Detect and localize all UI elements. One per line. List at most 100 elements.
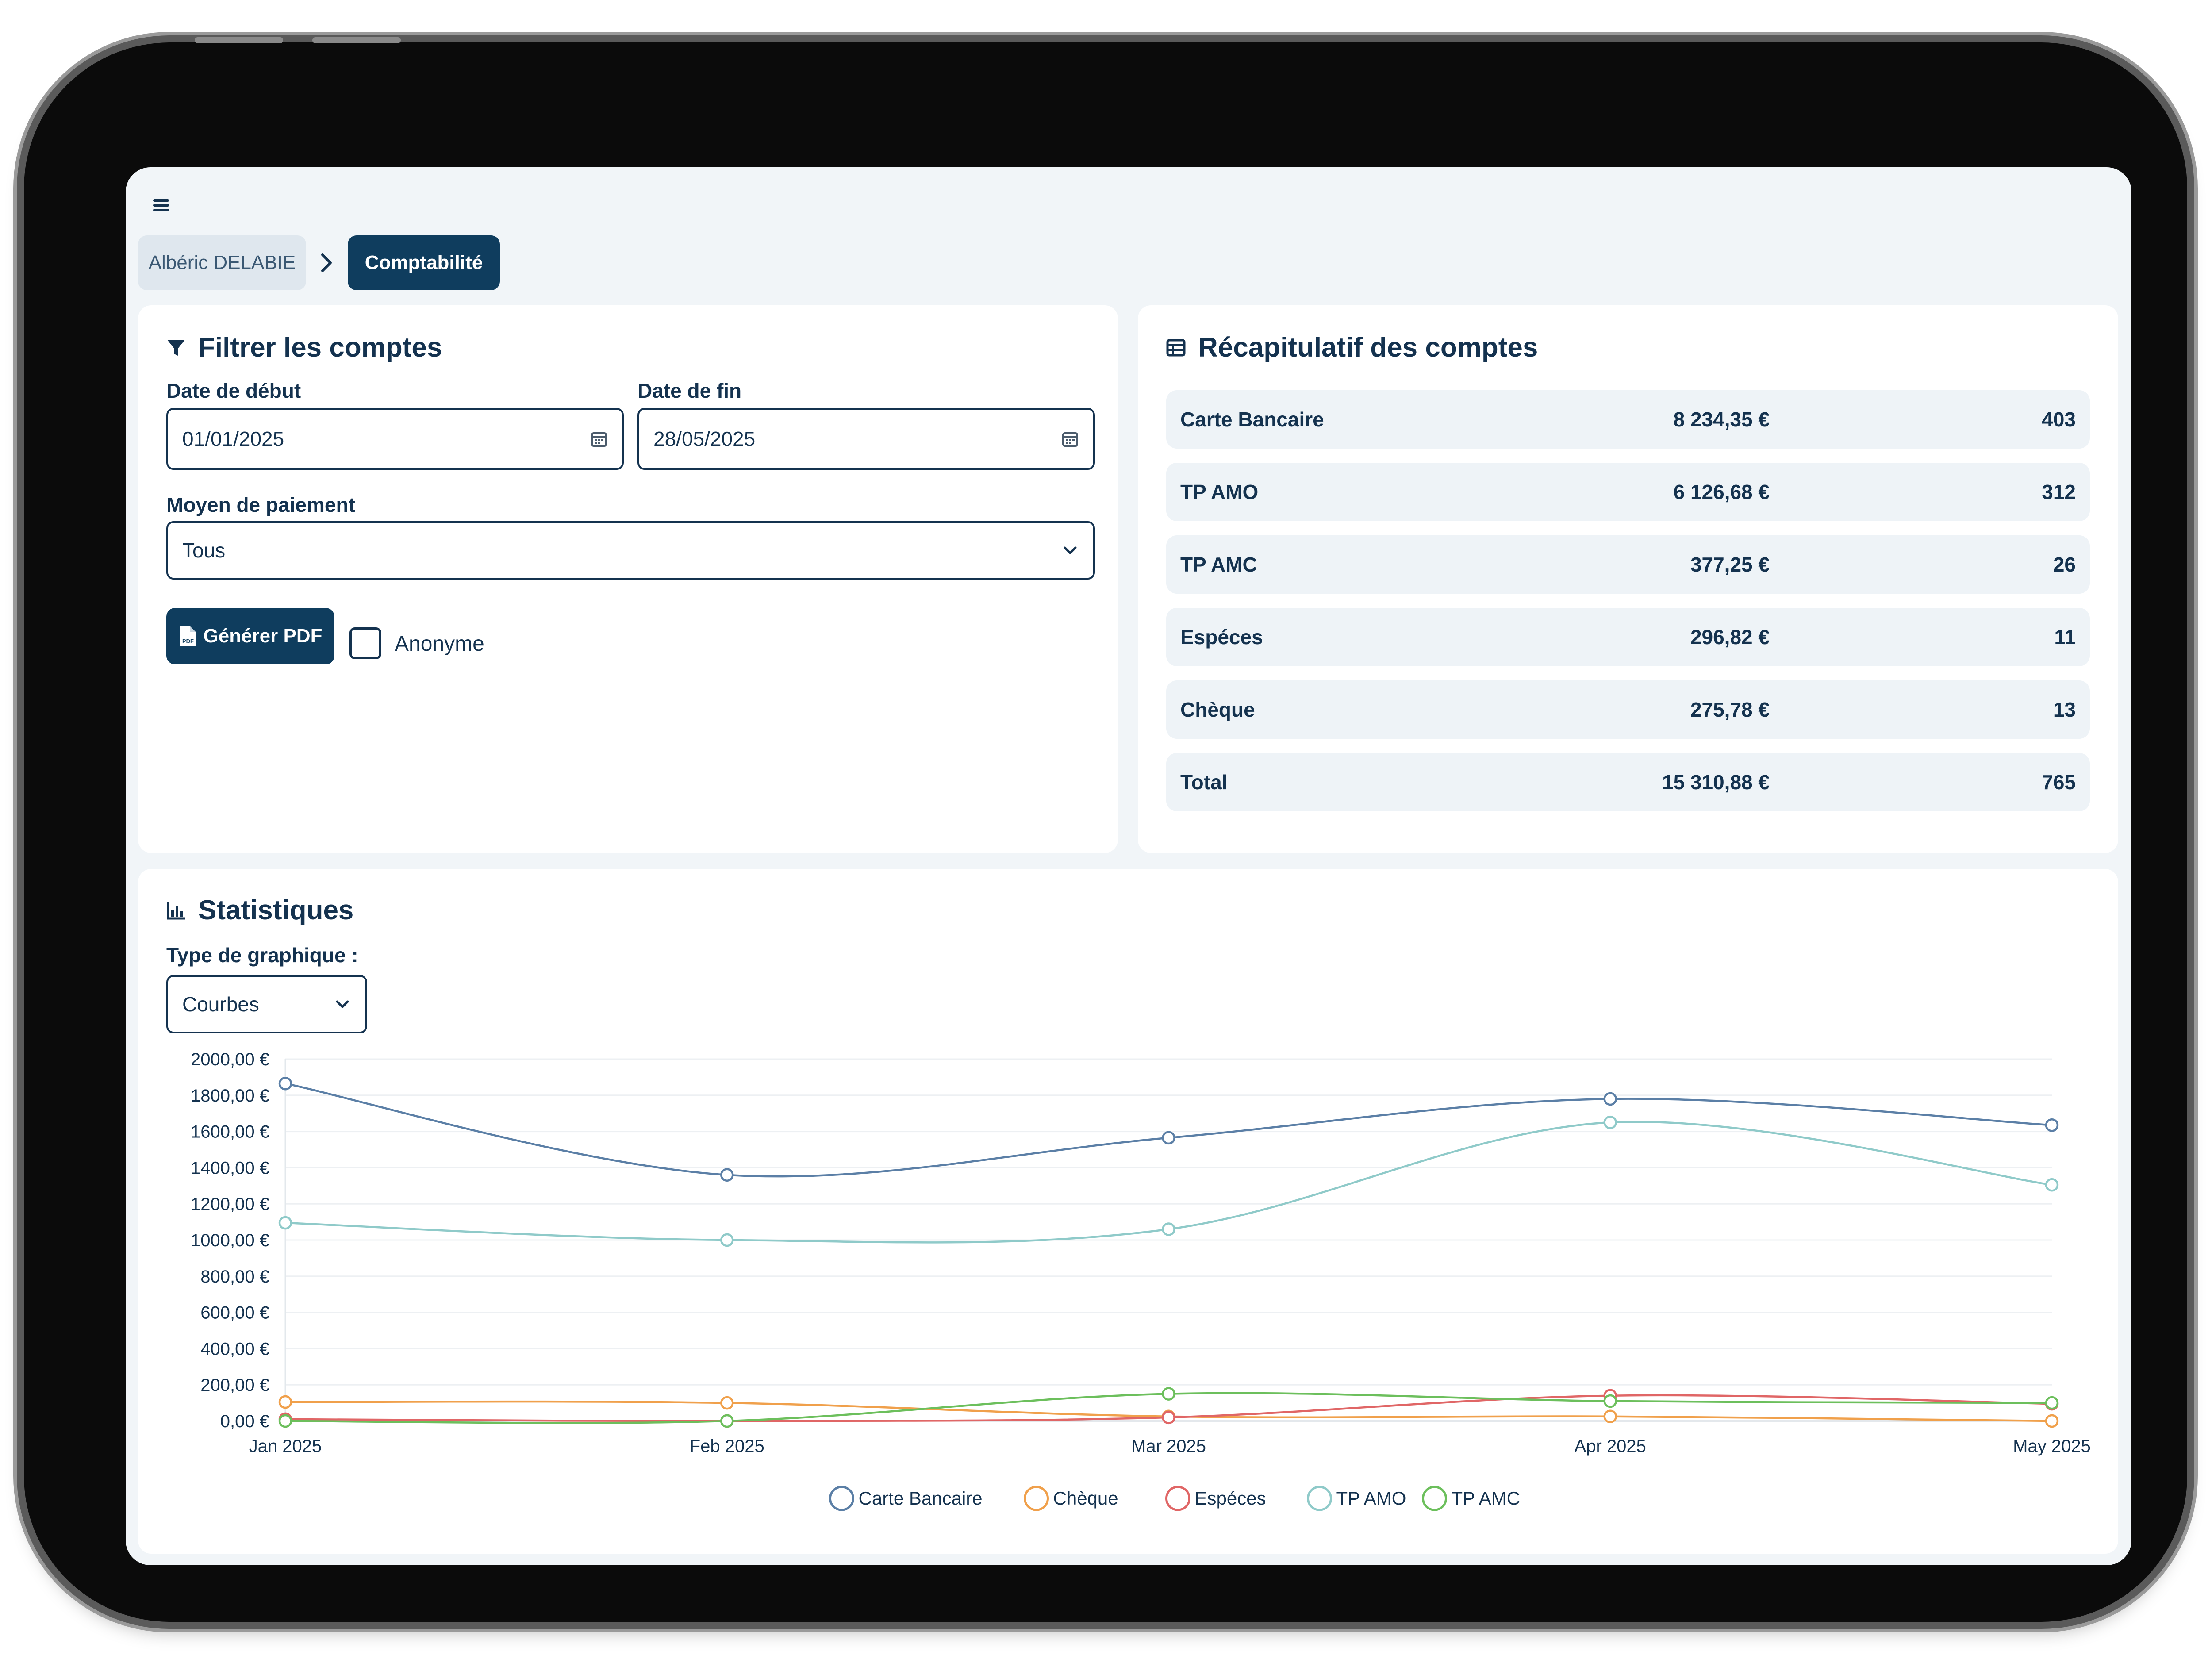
summary-row: Carte Bancaire 8 234,35 € 403 xyxy=(1166,390,2090,449)
table-icon xyxy=(1166,339,1186,356)
summary-total-amount: 15 310,88 € xyxy=(1662,771,1770,794)
summary-row-name: TP AMO xyxy=(1180,480,1259,503)
y-tick-label: 1000,00 € xyxy=(191,1231,269,1250)
line-chart: 0,00 € 200,00 € 400,00 € 600,00 € 800,00 € 10… xyxy=(191,1050,2091,1511)
tablet-frame: Albéric DELABIE Comptabilité Filtrer les… xyxy=(24,42,2187,1622)
summary-row-amount: 8 234,35 € xyxy=(1673,408,1770,431)
data-point xyxy=(278,1216,292,1230)
summary-row-name: Espéces xyxy=(1180,626,1263,649)
stats-card: Statistiques Type de graphique : Courbes… xyxy=(138,869,2118,1554)
filter-icon xyxy=(167,339,185,356)
stats-title-text: Statistiques xyxy=(198,895,354,926)
end-date-label: Date de fin xyxy=(637,379,742,402)
legend-swatch xyxy=(1307,1486,1332,1511)
chevron-right-icon xyxy=(321,253,332,272)
x-tick-label: Mar 2025 xyxy=(1131,1436,1206,1456)
data-point xyxy=(1162,1387,1175,1401)
start-date-field[interactable]: 01/01/2025 xyxy=(166,408,624,470)
calendar-icon[interactable] xyxy=(590,430,608,448)
data-point xyxy=(720,1168,734,1182)
x-tick-label: Jan 2025 xyxy=(249,1436,322,1456)
summary-title: Récapitulatif des comptes xyxy=(1166,332,1538,363)
summary-row: Espéces 296,82 € 11 xyxy=(1166,608,2090,666)
svg-text:PDF: PDF xyxy=(182,638,194,645)
generate-pdf-label: Générer PDF xyxy=(203,625,323,647)
summary-title-text: Récapitulatif des comptes xyxy=(1198,332,1538,363)
payment-method-value: Tous xyxy=(182,539,226,562)
data-point xyxy=(2045,1118,2059,1132)
y-tick-label: 200,00 € xyxy=(200,1375,269,1395)
data-point xyxy=(278,1395,292,1409)
data-point xyxy=(1162,1222,1175,1236)
app-screen: Albéric DELABIE Comptabilité Filtrer les… xyxy=(126,167,2131,1565)
data-point xyxy=(2045,1414,2059,1428)
data-point xyxy=(720,1396,734,1410)
legend-label: Chèque xyxy=(1053,1488,1118,1509)
end-date-value: 28/05/2025 xyxy=(653,427,756,450)
summary-row-count: 13 xyxy=(2053,698,2076,721)
summary-row-name: Chèque xyxy=(1180,698,1255,721)
y-tick-label: 1400,00 € xyxy=(191,1158,269,1178)
chart-type-value: Courbes xyxy=(182,993,259,1016)
hamburger-icon[interactable] xyxy=(151,196,171,214)
summary-total-name: Total xyxy=(1180,771,1228,794)
data-point xyxy=(1603,1092,1617,1106)
x-tick-label: Apr 2025 xyxy=(1575,1436,1646,1456)
legend-swatch xyxy=(1024,1486,1049,1511)
summary-row: TP AMO 6 126,68 € 312 xyxy=(1166,463,2090,521)
summary-row-amount: 296,82 € xyxy=(1690,626,1770,649)
y-tick-label: 1200,00 € xyxy=(191,1194,269,1214)
summary-total-row: Total 15 310,88 € 765 xyxy=(1166,753,2090,811)
chevron-down-icon xyxy=(336,1000,349,1008)
legend-swatch xyxy=(1422,1486,1447,1511)
legend-label: Carte Bancaire xyxy=(859,1488,983,1509)
bar-chart-icon xyxy=(167,902,185,919)
breadcrumb-patient[interactable]: Albéric DELABIE xyxy=(138,235,306,290)
data-point xyxy=(2045,1396,2059,1410)
y-tick-label: 0,00 € xyxy=(220,1412,269,1431)
calendar-icon[interactable] xyxy=(1061,430,1079,448)
filter-title-text: Filtrer les comptes xyxy=(198,332,442,363)
summary-total-count: 765 xyxy=(2042,771,2076,794)
start-date-label: Date de début xyxy=(166,379,301,402)
legend-swatch xyxy=(829,1486,854,1511)
summary-row: Chèque 275,78 € 13 xyxy=(1166,680,2090,739)
filter-card: Filtrer les comptes Date de début 01/01/… xyxy=(138,305,1118,853)
x-tick-label: Feb 2025 xyxy=(690,1436,764,1456)
summary-row-amount: 275,78 € xyxy=(1690,698,1770,721)
data-point xyxy=(720,1414,734,1428)
y-tick-label: 600,00 € xyxy=(200,1303,269,1323)
chart-type-select[interactable]: Courbes xyxy=(166,975,367,1033)
end-date-field[interactable]: 28/05/2025 xyxy=(637,408,1095,470)
data-point xyxy=(278,1414,292,1428)
summary-row-name: Carte Bancaire xyxy=(1180,408,1324,431)
start-date-value: 01/01/2025 xyxy=(182,427,284,450)
y-tick-label: 2000,00 € xyxy=(191,1050,269,1069)
stats-title: Statistiques xyxy=(166,895,353,926)
breadcrumb-comptabilite[interactable]: Comptabilité xyxy=(348,235,500,290)
summary-card: Récapitulatif des comptes Carte Bancaire… xyxy=(1138,305,2118,853)
y-tick-label: 400,00 € xyxy=(200,1339,269,1359)
power-button xyxy=(312,37,401,43)
y-tick-label: 800,00 € xyxy=(200,1267,269,1286)
anonyme-label: Anonyme xyxy=(395,632,484,656)
series-line xyxy=(285,1083,2052,1178)
summary-row-count: 312 xyxy=(2042,480,2076,503)
y-tick-label: 1800,00 € xyxy=(191,1086,269,1106)
data-point xyxy=(2045,1178,2059,1192)
y-tick-label: 1600,00 € xyxy=(191,1122,269,1142)
anonyme-checkbox[interactable] xyxy=(349,627,381,659)
data-point xyxy=(720,1233,734,1247)
chart-type-label: Type de graphique : xyxy=(166,944,358,967)
filter-title: Filtrer les comptes xyxy=(166,332,442,363)
data-point xyxy=(1603,1409,1617,1424)
generate-pdf-button[interactable]: PDF Générer PDF xyxy=(166,608,334,664)
legend-swatch xyxy=(1165,1486,1190,1511)
payment-method-select[interactable]: Tous xyxy=(166,521,1095,580)
data-point xyxy=(1603,1394,1617,1408)
chevron-down-icon xyxy=(1064,546,1077,554)
summary-row-name: TP AMC xyxy=(1180,553,1257,576)
legend-label: TP AMC xyxy=(1452,1488,1521,1509)
x-tick-label: May 2025 xyxy=(2013,1436,2091,1456)
pdf-file-icon: PDF xyxy=(180,626,196,646)
